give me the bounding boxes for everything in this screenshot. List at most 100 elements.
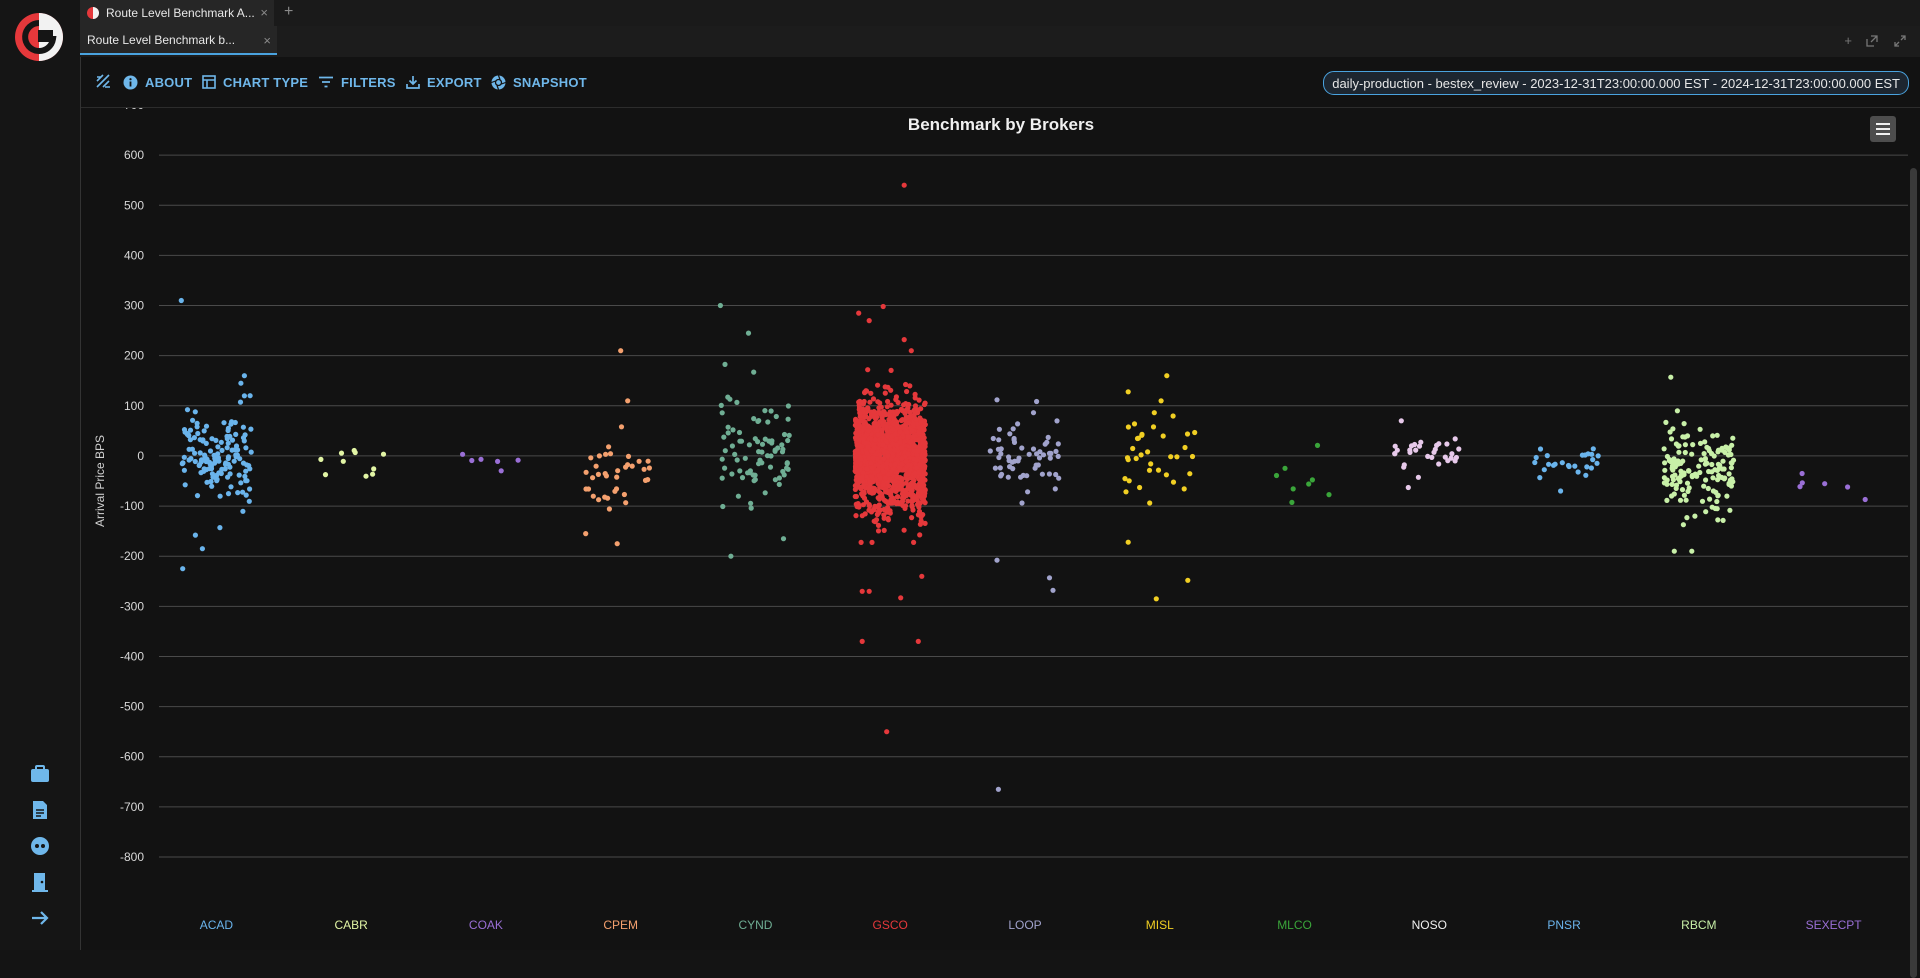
chart-settings-icon[interactable] — [96, 74, 111, 89]
data-point — [914, 465, 920, 471]
data-point — [224, 433, 230, 439]
data-point — [1714, 432, 1720, 438]
about-button[interactable]: ABOUT — [123, 73, 192, 91]
data-point — [247, 393, 253, 399]
data-point — [1685, 488, 1691, 494]
data-point — [629, 463, 635, 469]
data-point — [915, 638, 921, 645]
data-point — [1054, 418, 1060, 424]
data-point — [1034, 451, 1040, 457]
data-point — [905, 462, 912, 468]
data-point — [877, 475, 884, 481]
data-point — [888, 500, 894, 506]
data-point — [904, 388, 910, 395]
data-point — [882, 390, 888, 396]
data-point — [1025, 489, 1031, 495]
data-point — [905, 433, 911, 440]
data-point — [199, 546, 205, 552]
data-point — [765, 419, 771, 425]
data-point — [469, 457, 475, 464]
data-point — [1710, 433, 1716, 439]
data-point — [773, 413, 779, 420]
data-point — [916, 397, 922, 403]
data-point — [909, 487, 915, 493]
data-point — [891, 416, 897, 422]
chart-toolbar: ABOUT CHART TYPE FILTERS EXPORT SNAPSHOT… — [81, 57, 1920, 108]
data-point — [879, 430, 885, 436]
y-tick-label: -100 — [120, 499, 144, 513]
data-point — [186, 433, 192, 439]
data-point — [1290, 486, 1296, 492]
data-point — [1125, 424, 1131, 430]
support-icon[interactable] — [27, 833, 53, 859]
data-point — [762, 436, 768, 442]
data-point — [1579, 452, 1585, 458]
data-point — [1669, 481, 1675, 487]
tab-route-level-benchmark[interactable]: Route Level Benchmark A... × — [80, 0, 274, 26]
data-point — [1449, 451, 1455, 457]
data-point — [868, 509, 875, 515]
data-point — [1583, 472, 1589, 478]
data-point — [862, 390, 868, 396]
data-point — [1401, 462, 1407, 468]
data-point — [240, 489, 246, 495]
chart-menu-button[interactable] — [1870, 116, 1896, 142]
data-point — [1594, 460, 1600, 466]
data-point — [757, 457, 763, 463]
data-point — [734, 399, 740, 405]
data-point — [181, 467, 187, 473]
subtab-route-level-benchmark[interactable]: Route Level Benchmark b... × — [80, 26, 277, 55]
data-point — [1715, 492, 1721, 498]
data-point — [918, 476, 925, 482]
data-point — [246, 498, 252, 504]
vertical-scrollbar[interactable] — [1910, 168, 1917, 978]
y-tick-label: 300 — [124, 299, 144, 313]
scatter-chart[interactable]: Benchmark by Brokers Arrival Price BPS 700… — [81, 108, 1920, 950]
data-point — [1282, 465, 1288, 471]
data-point — [218, 439, 224, 445]
data-point — [784, 461, 790, 467]
data-point — [901, 527, 907, 533]
data-point — [207, 448, 214, 454]
data-point — [1684, 433, 1691, 439]
data-point — [192, 450, 198, 456]
add-panel-icon[interactable]: + — [1844, 33, 1852, 48]
data-point — [235, 490, 241, 496]
context-badge[interactable]: daily-production - bestex_review - 2023-… — [1323, 71, 1909, 95]
briefcase-icon[interactable] — [27, 761, 53, 787]
x-tick-label: CYND — [738, 918, 772, 932]
subtab-close-icon[interactable]: × — [263, 33, 271, 48]
y-tick-label: 200 — [124, 349, 144, 363]
new-tab-icon[interactable]: + — [284, 3, 294, 20]
data-point — [240, 424, 246, 430]
expand-arrow-icon[interactable] — [27, 905, 53, 931]
data-point — [735, 493, 742, 499]
data-point — [719, 475, 725, 481]
data-point — [380, 451, 387, 457]
filters-button[interactable]: FILTERS — [318, 73, 396, 91]
data-point — [853, 493, 860, 500]
data-point — [1670, 426, 1676, 432]
data-point — [764, 453, 771, 459]
tab-close-icon[interactable]: × — [260, 5, 268, 20]
data-point — [1541, 467, 1547, 473]
data-point — [248, 449, 254, 455]
data-point — [340, 458, 346, 464]
snapshot-button[interactable]: SNAPSHOT — [491, 73, 587, 91]
data-point — [1690, 442, 1696, 448]
exit-icon[interactable] — [27, 869, 53, 895]
export-button[interactable]: EXPORT — [406, 73, 482, 91]
report-icon[interactable] — [27, 797, 53, 823]
data-point — [912, 395, 918, 401]
data-point — [893, 487, 899, 494]
data-point — [742, 455, 748, 461]
maximize-icon[interactable] — [1894, 35, 1906, 47]
data-point — [209, 436, 215, 442]
popout-icon[interactable] — [1866, 35, 1878, 47]
data-point — [728, 553, 734, 559]
chart-type-button[interactable]: CHART TYPE — [202, 73, 308, 91]
data-point — [623, 500, 629, 506]
data-point — [875, 481, 881, 487]
x-tick-label: PNSR — [1547, 918, 1581, 932]
app-logo-icon[interactable] — [14, 12, 64, 62]
